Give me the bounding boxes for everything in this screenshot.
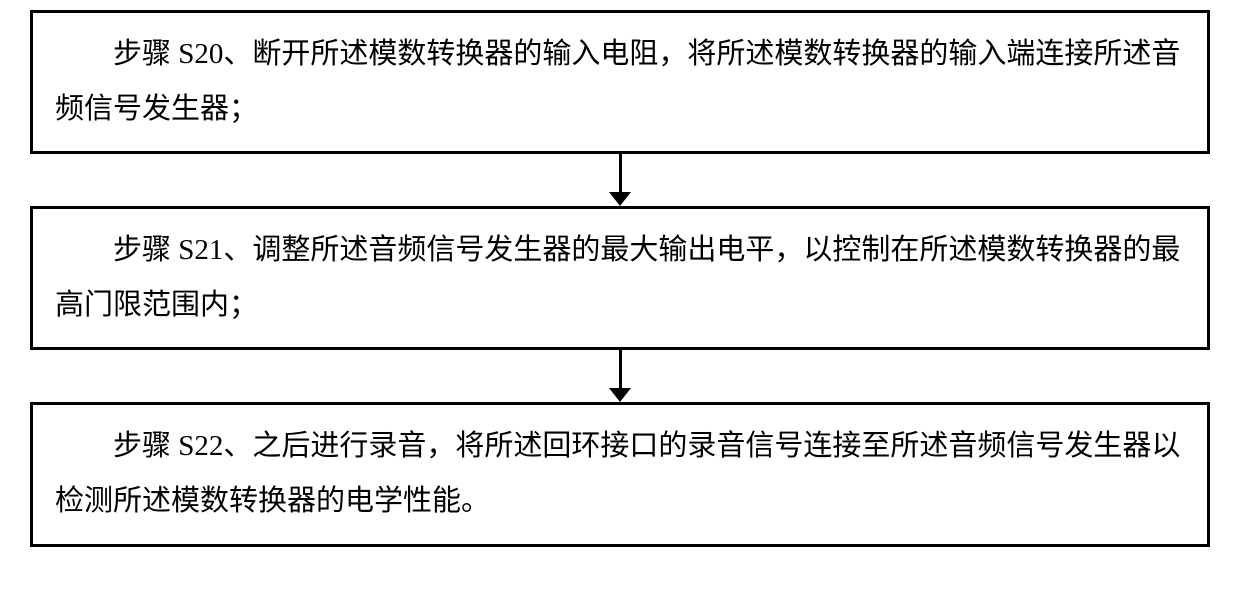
arrow-line-icon — [619, 350, 622, 388]
step-box-s22: 步骤 S22、之后进行录音，将所述回环接口的录音信号连接至所述音频信号发生器以检… — [30, 402, 1210, 546]
step-text-s21: 步骤 S21、调整所述音频信号发生器的最大输出电平，以控制在所述模数转换器的最高… — [55, 234, 1180, 321]
step-box-s20: 步骤 S20、断开所述模数转换器的输入电阻，将所述模数转换器的输入端连接所述音频… — [30, 10, 1210, 154]
arrow-head-icon — [609, 388, 631, 402]
arrow-1 — [609, 154, 631, 206]
step-box-s21: 步骤 S21、调整所述音频信号发生器的最大输出电平，以控制在所述模数转换器的最高… — [30, 206, 1210, 350]
step-text-s22: 步骤 S22、之后进行录音，将所述回环接口的录音信号连接至所述音频信号发生器以检… — [55, 430, 1180, 517]
arrow-head-icon — [609, 192, 631, 206]
flowchart-container: 步骤 S20、断开所述模数转换器的输入电阻，将所述模数转换器的输入端连接所述音频… — [30, 10, 1210, 547]
arrow-line-icon — [619, 154, 622, 192]
arrow-2 — [609, 350, 631, 402]
step-text-s20: 步骤 S20、断开所述模数转换器的输入电阻，将所述模数转换器的输入端连接所述音频… — [55, 38, 1180, 125]
